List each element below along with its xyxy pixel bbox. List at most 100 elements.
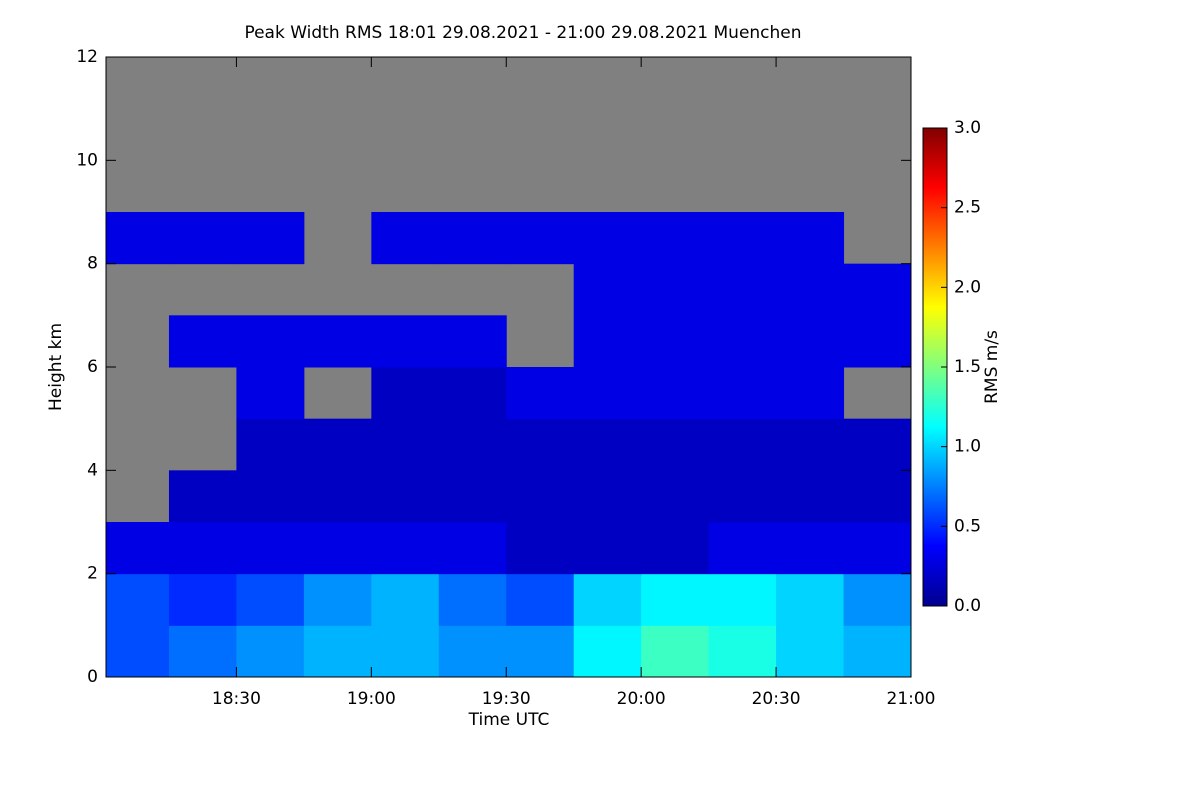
heatmap-cell xyxy=(708,522,777,575)
heatmap-cell xyxy=(168,573,237,626)
y-tick-label: 12 xyxy=(76,47,98,67)
x-tick-label: 19:30 xyxy=(482,689,531,709)
heatmap-cell xyxy=(843,625,912,678)
heatmap-cell xyxy=(843,573,912,626)
heatmap-cell xyxy=(776,522,845,575)
heatmap-cell xyxy=(506,625,575,678)
heatmap-cell xyxy=(303,315,372,368)
heatmap-cell xyxy=(371,573,440,626)
heatmap-cell xyxy=(371,418,440,471)
heatmap-cell xyxy=(106,212,170,265)
heatmap-cell xyxy=(506,418,575,471)
heatmap-cell xyxy=(573,418,642,471)
heatmap-cell xyxy=(573,263,642,316)
heatmap-cell xyxy=(168,315,237,368)
heatmap-cell xyxy=(303,470,372,523)
y-axis-label: Height km xyxy=(46,323,66,411)
heatmap-cell xyxy=(708,315,777,368)
heatmap-cell xyxy=(641,522,710,575)
colorbar-tick-label: 2.0 xyxy=(954,277,981,297)
x-tick-label: 19:00 xyxy=(347,689,396,709)
heatmap-cell xyxy=(371,367,440,420)
heatmap-cell xyxy=(641,470,710,523)
heatmap-cell xyxy=(506,212,575,265)
heatmap-cell xyxy=(843,263,912,316)
heatmap-cell xyxy=(573,573,642,626)
heatmap-cell xyxy=(506,522,575,575)
y-tick-label: 8 xyxy=(87,254,98,274)
heatmap-cell xyxy=(776,470,845,523)
heatmap-cell xyxy=(371,625,440,678)
heatmap-cell xyxy=(708,367,777,420)
colorbar-label: RMS m/s xyxy=(982,330,1002,404)
heatmap-cell xyxy=(573,522,642,575)
heatmap-cell xyxy=(641,573,710,626)
heatmap-cell xyxy=(641,418,710,471)
heatmap-cell xyxy=(303,625,372,678)
heatmap-cell xyxy=(168,470,237,523)
chart-title: Peak Width RMS 18:01 29.08.2021 - 21:00 … xyxy=(244,23,801,43)
heatmap-cell xyxy=(371,470,440,523)
colorbar-tick-label: 0.0 xyxy=(954,596,981,616)
heatmap-cell xyxy=(236,315,305,368)
heatmap-cell xyxy=(438,470,507,523)
colorbar-tick-label: 1.5 xyxy=(954,357,981,377)
heatmap-cell xyxy=(776,573,845,626)
heatmap-cell xyxy=(506,470,575,523)
heatmap-cell xyxy=(303,573,372,626)
heatmap-cell xyxy=(641,315,710,368)
colorbar-tick-label: 2.5 xyxy=(954,198,981,218)
heatmap-cell xyxy=(371,315,440,368)
heatmap-cell xyxy=(776,367,845,420)
heatmap-cell xyxy=(168,212,237,265)
heatmap-cell xyxy=(106,625,170,678)
heatmap-cell xyxy=(573,625,642,678)
heatmap-cell xyxy=(573,212,642,265)
heatmap-cell xyxy=(303,522,372,575)
heatmap-cell xyxy=(776,418,845,471)
heatmap-cell xyxy=(843,522,912,575)
heatmap-cell xyxy=(708,212,777,265)
y-tick-label: 10 xyxy=(76,150,98,170)
heatmap-cell xyxy=(506,573,575,626)
heatmap-cell xyxy=(776,625,845,678)
x-tick-label: 20:00 xyxy=(617,689,666,709)
heatmap-cell xyxy=(438,315,507,368)
heatmap-cell xyxy=(168,625,237,678)
heatmap-cell xyxy=(236,418,305,471)
heatmap-cell xyxy=(236,470,305,523)
heatmap-cell xyxy=(708,470,777,523)
colorbar-tick-label: 1.0 xyxy=(954,437,981,457)
heatmap-cell xyxy=(236,212,305,265)
x-tick-label: 20:30 xyxy=(752,689,801,709)
heatmap-cell xyxy=(708,625,777,678)
heatmap-cell xyxy=(438,418,507,471)
x-axis-label: Time UTC xyxy=(468,710,550,730)
heatmap-cell xyxy=(371,212,440,265)
heatmap-cell xyxy=(776,212,845,265)
heatmap-cell xyxy=(708,418,777,471)
x-tick-label: 18:30 xyxy=(212,689,261,709)
heatmap-cell xyxy=(168,522,237,575)
heatmap-cell xyxy=(106,522,170,575)
colorbar-tick-label: 3.0 xyxy=(954,118,981,138)
heatmap-cell xyxy=(236,573,305,626)
heatmap-cell xyxy=(708,573,777,626)
heatmap-cell xyxy=(236,367,305,420)
heatmap-cell xyxy=(641,625,710,678)
heatmap-cell xyxy=(843,315,912,368)
heatmap-cell xyxy=(776,315,845,368)
heatmap-cell xyxy=(371,522,440,575)
x-tick-label: 21:00 xyxy=(887,689,936,709)
heatmap-cell xyxy=(438,367,507,420)
y-tick-label: 0 xyxy=(87,667,98,687)
heatmap-cell xyxy=(438,212,507,265)
y-tick-label: 6 xyxy=(87,357,98,377)
heatmap-cell xyxy=(641,212,710,265)
heatmap-cell xyxy=(236,625,305,678)
heatmap-cell xyxy=(573,315,642,368)
heatmap-cell xyxy=(708,263,777,316)
heatmap-cell xyxy=(843,418,912,471)
heatmap-cell xyxy=(106,573,170,626)
